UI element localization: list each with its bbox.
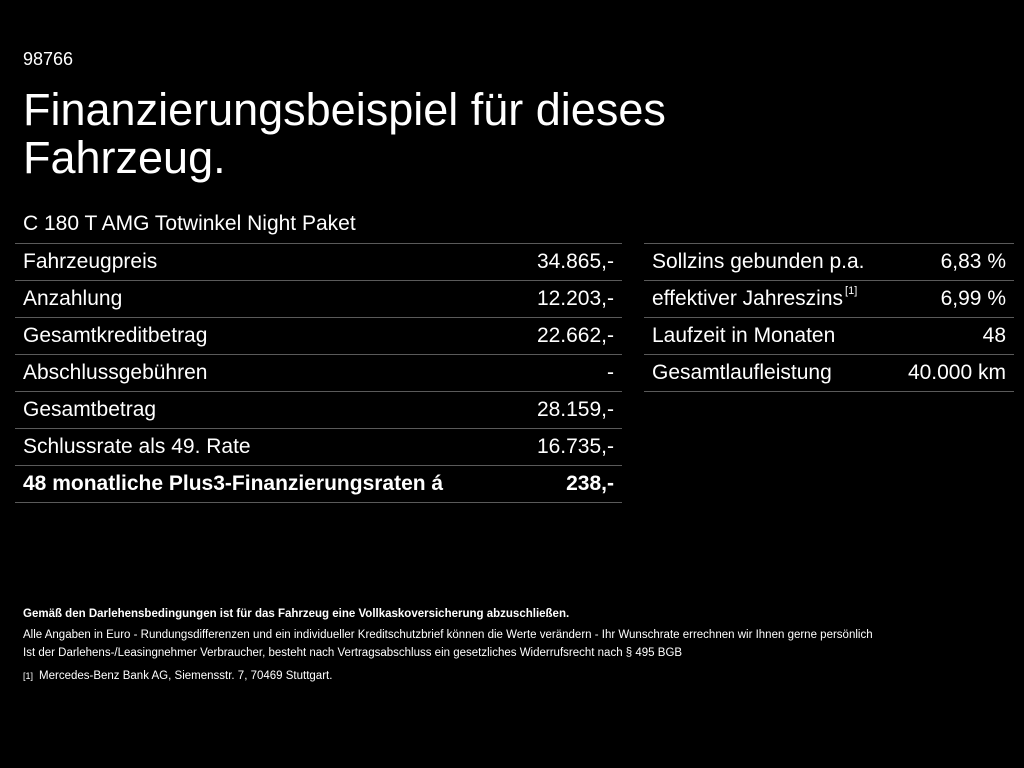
row-value: - xyxy=(515,354,622,392)
row-value: 22.662,- xyxy=(515,317,622,355)
table-row: Sollzins gebunden p.a. 6,83 % xyxy=(644,243,1014,281)
row-label: Anzahlung xyxy=(15,280,516,318)
table-row: Fahrzeugpreis 34.865,- xyxy=(15,243,622,281)
footnote-text: Mercedes-Benz Bank AG, Siemensstr. 7, 70… xyxy=(39,670,333,682)
row-value: 6,83 % xyxy=(890,243,1014,281)
row-label: Laufzeit in Monaten xyxy=(644,317,891,355)
reference-id: 98766 xyxy=(23,49,74,69)
row-label: Fahrzeugpreis xyxy=(15,243,516,281)
withdrawal-note: Ist der Darlehens-/Leasingnehmer Verbrau… xyxy=(23,647,683,659)
row-value: 12.203,- xyxy=(515,280,622,318)
row-label-cell: effektiver Jahreszins [1] xyxy=(644,280,891,318)
row-value: 40.000 km xyxy=(890,354,1014,392)
table-row: effektiver Jahreszins [1] 6,99 % xyxy=(644,280,1014,318)
table-row: Laufzeit in Monaten 48 xyxy=(644,317,1014,355)
row-label: Gesamtbetrag xyxy=(15,391,516,429)
interest-table: Sollzins gebunden p.a. 6,83 % effektiver… xyxy=(644,243,1014,392)
row-label: Sollzins gebunden p.a. xyxy=(644,243,891,281)
row-value: 238,- xyxy=(515,465,622,503)
row-label: 48 monatliche Plus3-Finanzierungsraten á xyxy=(15,465,516,503)
footnote-marker: [1] xyxy=(845,285,858,297)
table-row: Schlussrate als 49. Rate 16.735,- xyxy=(15,428,622,466)
row-label: Gesamtlaufleistung xyxy=(644,354,891,392)
disclaimer-note: Alle Angaben in Euro - Rundungsdifferenz… xyxy=(23,629,873,641)
row-label: effektiver Jahreszins xyxy=(652,287,844,310)
row-label: Abschlussgebühren xyxy=(15,354,516,392)
footnote-mark: [1] xyxy=(23,671,34,681)
monthly-rate-row: 48 monatliche Plus3-Finanzierungsraten á… xyxy=(15,465,622,503)
financing-table: Fahrzeugpreis 34.865,- Anzahlung 12.203,… xyxy=(15,243,622,503)
table-row: Gesamtkreditbetrag 22.662,- xyxy=(15,317,622,355)
row-value: 48 xyxy=(890,317,1014,355)
table-row: Gesamtlaufleistung 40.000 km xyxy=(644,354,1014,392)
table-row: Anzahlung 12.203,- xyxy=(15,280,622,318)
row-value: 16.735,- xyxy=(515,428,622,466)
table-row: Gesamtbetrag 28.159,- xyxy=(15,391,622,429)
row-value: 6,99 % xyxy=(890,280,1014,318)
table-row: Abschlussgebühren - xyxy=(15,354,622,392)
legal-notes: Gemäß den Darlehensbedingungen ist für d… xyxy=(23,605,1003,685)
footnote: [1] Mercedes-Benz Bank AG, Siemensstr. 7,… xyxy=(23,667,1003,685)
row-value: 34.865,- xyxy=(515,243,622,281)
row-value: 28.159,- xyxy=(515,391,622,429)
row-label: Schlussrate als 49. Rate xyxy=(15,428,516,466)
vehicle-model: C 180 T AMG Totwinkel Night Paket xyxy=(23,212,356,235)
page-title: Finanzierungsbeispiel für dieses Fahrzeu… xyxy=(23,84,666,183)
insurance-note: Gemäß den Darlehensbedingungen ist für d… xyxy=(23,608,570,620)
row-label: Gesamtkreditbetrag xyxy=(15,317,516,355)
